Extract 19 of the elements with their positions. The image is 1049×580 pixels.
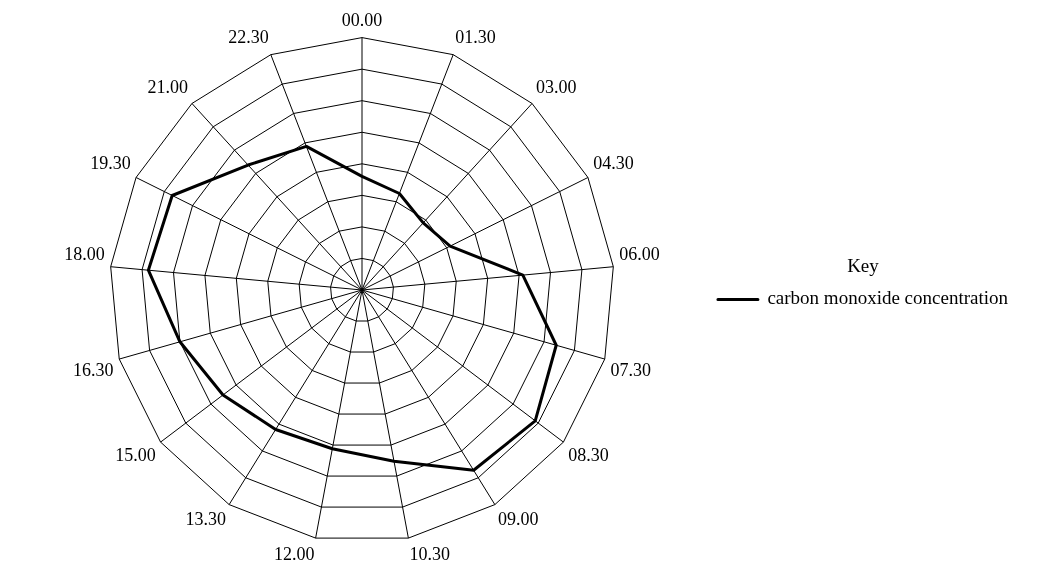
legend-label: carbon monoxide concentration bbox=[767, 287, 1009, 309]
spoke-label: 09.00 bbox=[498, 509, 539, 530]
spoke-label: 22.30 bbox=[228, 26, 269, 47]
spoke-label: 00.00 bbox=[341, 9, 383, 30]
spoke-label: 19.30 bbox=[90, 152, 131, 173]
spoke-label: 03.00 bbox=[536, 76, 577, 97]
spoke-label: 16.30 bbox=[72, 360, 114, 381]
spoke-label: 01.30 bbox=[455, 26, 496, 47]
spoke-label: 15.00 bbox=[115, 445, 156, 466]
spoke-label: 21.00 bbox=[147, 76, 188, 97]
spoke-label: 12.00 bbox=[274, 543, 315, 564]
legend-title: Key bbox=[847, 254, 880, 276]
spoke-label: 06.00 bbox=[619, 244, 660, 265]
spoke-label: 04.30 bbox=[593, 152, 634, 173]
spoke-label: 08.30 bbox=[568, 445, 609, 466]
spoke-label: 13.30 bbox=[185, 509, 226, 530]
spoke-label: 07.30 bbox=[610, 360, 652, 381]
spoke-label: 18.00 bbox=[64, 244, 105, 265]
spoke-label: 10.30 bbox=[409, 543, 450, 564]
